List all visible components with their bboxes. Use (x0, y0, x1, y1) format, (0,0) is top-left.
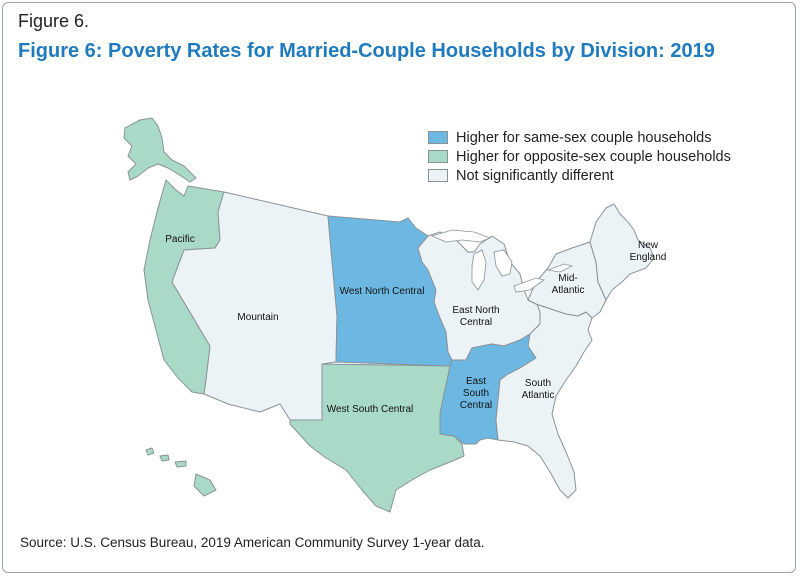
hawaii-island-1 (145, 447, 155, 456)
division-label-east-north-central: East North Central (452, 305, 499, 328)
legend-swatch-same-sex (428, 131, 448, 144)
figure-label: Figure 6. (18, 11, 90, 31)
lake-ontario (546, 263, 574, 273)
lake-michigan (471, 249, 487, 291)
division-label-west-north-central: West North Central (340, 286, 425, 297)
hawaii-island-2 (159, 454, 170, 462)
division-label-south-atlantic: South Atlantic (522, 378, 555, 401)
lake-erie (513, 277, 545, 293)
lake-superior (430, 229, 492, 243)
hawaii-island-4 (193, 473, 217, 497)
region-new-england (589, 203, 655, 301)
hawaii-island-3 (174, 460, 187, 468)
division-label-west-south-central: West South Central (327, 404, 414, 415)
region-mid-atlantic (527, 241, 607, 319)
legend-item-opposite-sex: Higher for opposite-sex couple household… (428, 147, 731, 166)
alaska-shape (123, 117, 197, 183)
map-legend: Higher for same-sex couple households Hi… (428, 128, 731, 185)
legend-label-opposite-sex: Higher for opposite-sex couple household… (456, 148, 731, 165)
division-label-mid-atlantic: Mid-Atlantic (552, 273, 585, 296)
division-label-new-england: New England (630, 240, 667, 263)
division-label-east-south-central: East South Central (460, 376, 492, 411)
division-label-mountain: Mountain (237, 312, 278, 323)
legend-swatch-opposite-sex (428, 150, 448, 163)
source-note: Source: U.S. Census Bureau, 2019 America… (20, 535, 485, 550)
legend-item-same-sex: Higher for same-sex couple households (428, 128, 731, 147)
figure-title: Figure 6: Poverty Rates for Married-Coup… (18, 40, 715, 62)
division-label-pacific: Pacific (165, 234, 194, 245)
lake-huron (493, 249, 513, 277)
legend-item-not-different: Not significantly different (428, 166, 731, 185)
legend-label-same-sex: Higher for same-sex couple households (456, 129, 712, 146)
legend-swatch-not-different (428, 169, 448, 182)
legend-label-not-different: Not significantly different (456, 167, 614, 184)
